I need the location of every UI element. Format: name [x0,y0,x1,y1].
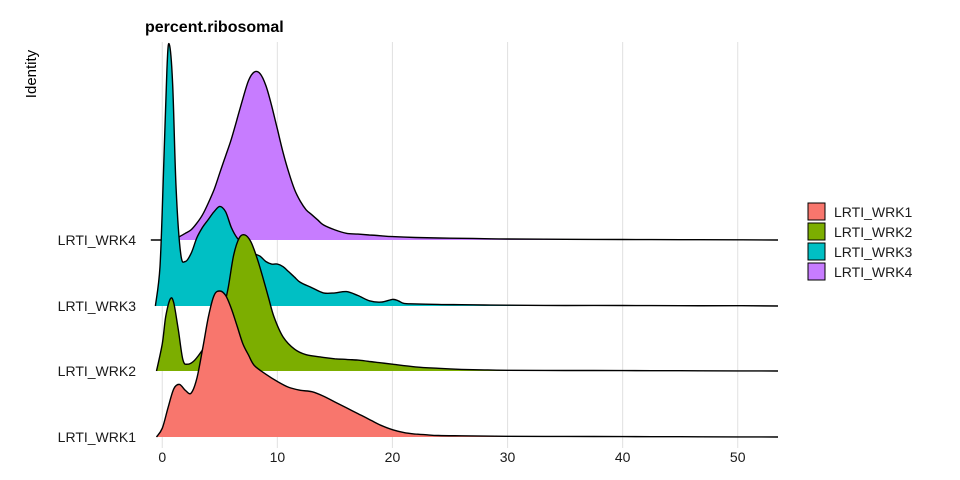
legend-swatch-0 [807,202,826,221]
legend-swatch-2 [807,242,826,261]
x-tick-label-3: 30 [500,449,516,465]
x-tick-labels: 0 10 20 30 40 50 [158,449,745,465]
legend-swatch-3 [807,262,826,281]
legend-label-2: LRTI_WRK3 [834,244,913,260]
grid-lines [161,42,739,448]
ridge-fill-LRTI_WRK2 [156,234,778,371]
x-tick-label-1: 10 [270,449,286,465]
y-axis-title: Identity [23,49,40,98]
x-tick-label-4: 40 [615,449,631,465]
category-label-3: LRTI_WRK4 [58,232,137,248]
ridge-fill-LRTI_WRK4 [150,71,779,240]
legend-label-1: LRTI_WRK2 [834,224,913,240]
x-tick-label-5: 50 [730,449,746,465]
legend-swatch-1 [807,222,826,241]
x-tick-label-2: 20 [385,449,401,465]
legend-label-3: LRTI_WRK4 [834,264,913,280]
ridge-outline-LRTI_WRK2 [155,233,779,372]
ridge-outline-LRTI_WRK3 [154,42,779,307]
x-tick-label-0: 0 [158,449,166,465]
ridge-fill-LRTI_WRK3 [155,43,778,307]
category-label-2: LRTI_WRK3 [58,298,137,314]
legend-label-0: LRTI_WRK1 [834,204,913,220]
ridge-outline-LRTI_WRK4 [150,70,779,241]
category-labels: LRTI_WRK1 LRTI_WRK2 LRTI_WRK3 LRTI_WRK4 [58,232,137,445]
ridges [150,42,779,438]
legend: LRTI_WRK1 LRTI_WRK2 LRTI_WRK3 LRTI_WRK4 [807,202,913,281]
ridge-fill-LRTI_WRK1 [156,291,778,437]
category-label-1: LRTI_WRK2 [58,363,137,379]
ridge-outline-LRTI_WRK1 [155,290,779,438]
chart-title: percent.ribosomal [145,19,284,36]
category-label-0: LRTI_WRK1 [58,429,137,445]
